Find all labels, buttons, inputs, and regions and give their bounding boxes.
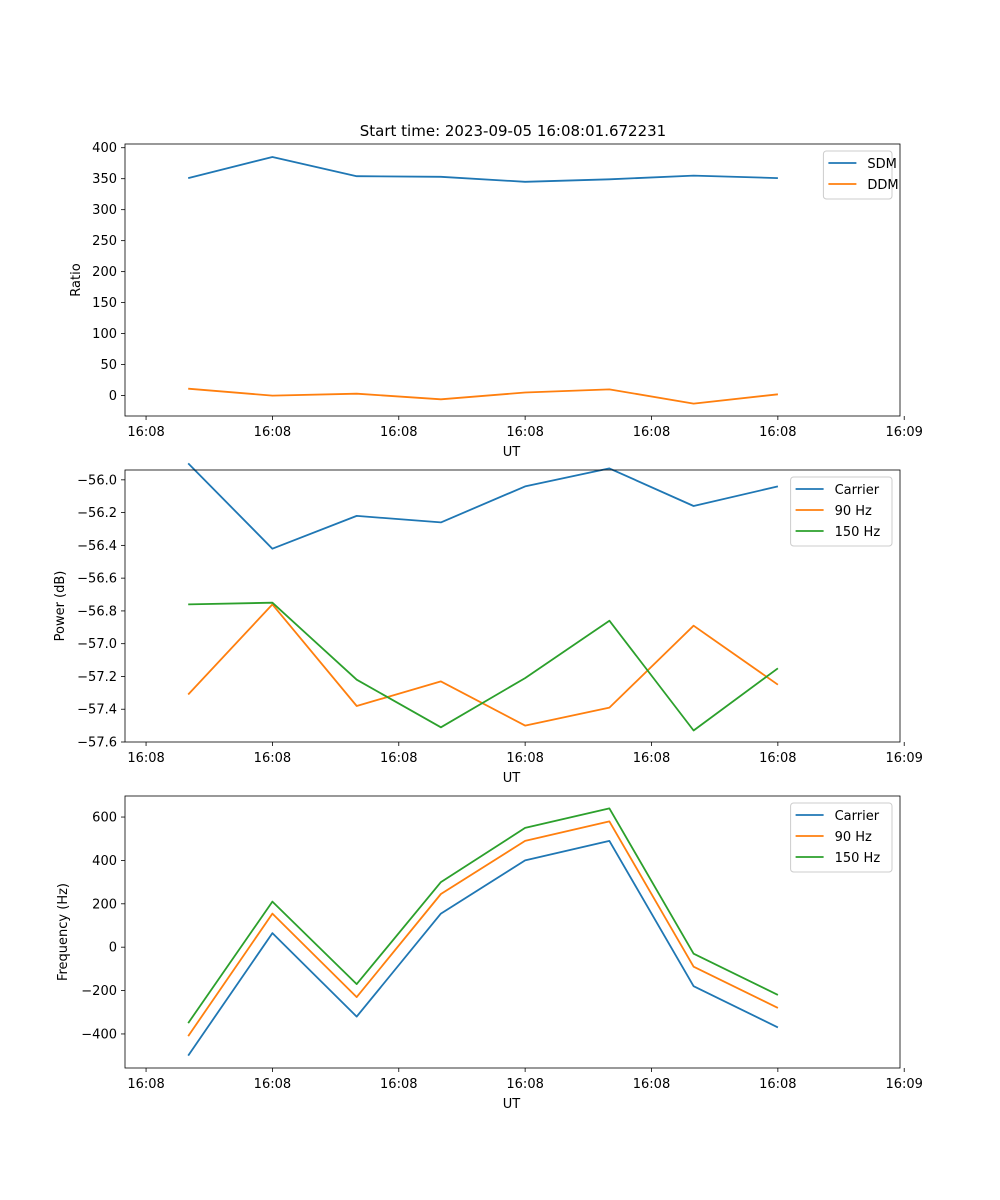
frequency-legend-label-150-hz: 150 Hz	[835, 851, 881, 866]
power-y-tick-label: −56.6	[77, 572, 117, 587]
ratio-y-tick-label: 400	[92, 141, 117, 156]
power-series-carrier-line	[187, 462, 779, 550]
frequency-y-tick-label: 200	[92, 897, 117, 912]
power-y-tick-label: −57.2	[77, 670, 117, 685]
ratio-y-tick-label: 50	[100, 358, 117, 373]
ratio-x-tick-label: 16:08	[633, 425, 670, 440]
frequency-x-tick-label: 16:08	[759, 1077, 796, 1092]
ratio-y-tick-label: 150	[92, 296, 117, 311]
power-y-tick-label: −56.4	[77, 539, 117, 554]
power-x-tick-label: 16:08	[506, 751, 543, 766]
power-x-axis-label: UT	[503, 771, 521, 786]
ratio-plot-frame	[124, 143, 901, 417]
figure-title: Start time: 2023-09-05 16:08:01.672231	[360, 122, 666, 140]
power-x-tick-label: 16:08	[254, 751, 291, 766]
power-legend: Carrier 90 Hz 150 Hz	[790, 476, 893, 547]
ratio-x-tick-label: 16:09	[885, 425, 922, 440]
frequency-y-tick-label: −400	[81, 1027, 117, 1042]
ratio-legend-label-sdm: SDM	[867, 157, 896, 172]
frequency-series-150-hz-line	[187, 807, 779, 1024]
power-x-tick-label: 16:08	[127, 751, 164, 766]
ratio-legend: SDM DDM	[822, 150, 899, 200]
power-legend-label-150-hz: 150 Hz	[835, 525, 881, 540]
ratio-y-tick-label: 300	[92, 203, 117, 218]
power-x-tick-label: 16:09	[885, 751, 922, 766]
ratio-y-axis-label: Ratio	[69, 263, 84, 296]
power-series-150-hz-line	[188, 601, 779, 732]
power-x-tick-label: 16:08	[759, 751, 796, 766]
frequency-legend: Carrier 90 Hz 150 Hz	[790, 802, 893, 873]
power-legend-box	[790, 476, 893, 547]
ratio-y-tick-label: 200	[92, 265, 117, 280]
power-x-tick-label: 16:08	[633, 751, 670, 766]
ratio-series-ddm-line	[188, 387, 778, 405]
frequency-y-axis-label: Frequency (Hz)	[56, 883, 71, 981]
frequency-x-tick-label: 16:08	[380, 1077, 417, 1092]
ratio-y-tick-label: 350	[92, 172, 117, 187]
ratio-y-tick-label: 100	[92, 327, 117, 342]
ratio-x-tick-label: 16:08	[506, 425, 543, 440]
frequency-series-90-hz-line	[187, 820, 779, 1037]
frequency-legend-label-carrier: Carrier	[835, 809, 880, 824]
power-y-axis-label: Power (dB)	[53, 571, 68, 642]
ratio-panel: 16:08 16:08 16:08 16:08 16:08 16:08 16:09 0 50 10…	[69, 141, 923, 460]
ratio-series-sdm-line	[187, 156, 778, 183]
frequency-y-tick-label: 600	[92, 811, 117, 826]
ratio-y-tick-label: 0	[109, 389, 117, 404]
power-y-tick-label: −57.4	[77, 703, 117, 718]
frequency-y-tick-label: 0	[109, 941, 117, 956]
power-y-tick-label: −56.8	[77, 604, 117, 619]
frequency-x-tick-label: 16:08	[254, 1077, 291, 1092]
ratio-y-tick-label: 250	[92, 234, 117, 249]
power-legend-label-90-hz: 90 Hz	[835, 504, 872, 519]
power-x-tick-label: 16:08	[380, 751, 417, 766]
ratio-legend-label-ddm: DDM	[867, 178, 898, 193]
power-y-tick-label: −56.2	[77, 506, 117, 521]
power-panel: 16:08 16:08 16:08 16:08 16:08 16:08 16:09 −57.6…	[53, 462, 923, 786]
frequency-x-tick-label: 16:08	[633, 1077, 670, 1092]
power-y-tick-label: −56.0	[77, 473, 117, 488]
ratio-x-tick-label: 16:08	[127, 425, 164, 440]
frequency-panel: 16:08 16:08 16:08 16:08 16:08 16:08 16:09 −400 −…	[56, 795, 923, 1112]
frequency-x-tick-label: 16:09	[885, 1077, 922, 1092]
ratio-x-tick-label: 16:08	[759, 425, 796, 440]
power-y-tick-label: −57.6	[77, 736, 117, 751]
ratio-x-tick-label: 16:08	[254, 425, 291, 440]
frequency-y-tick-label: −200	[81, 984, 117, 999]
frequency-x-tick-label: 16:08	[127, 1077, 164, 1092]
frequency-x-axis-label: UT	[503, 1097, 521, 1112]
ratio-x-tick-label: 16:08	[380, 425, 417, 440]
frequency-plot-frame	[124, 795, 901, 1069]
frequency-series-carrier-line	[187, 840, 779, 1057]
power-y-tick-label: −57.0	[77, 637, 117, 652]
power-plot-frame	[124, 469, 901, 743]
frequency-y-tick-label: 400	[92, 854, 117, 869]
frequency-legend-label-90-hz: 90 Hz	[835, 830, 872, 845]
power-legend-label-carrier: Carrier	[835, 483, 880, 498]
ratio-x-axis-label: UT	[503, 445, 521, 460]
frequency-x-tick-label: 16:08	[506, 1077, 543, 1092]
frequency-legend-box	[790, 802, 893, 873]
